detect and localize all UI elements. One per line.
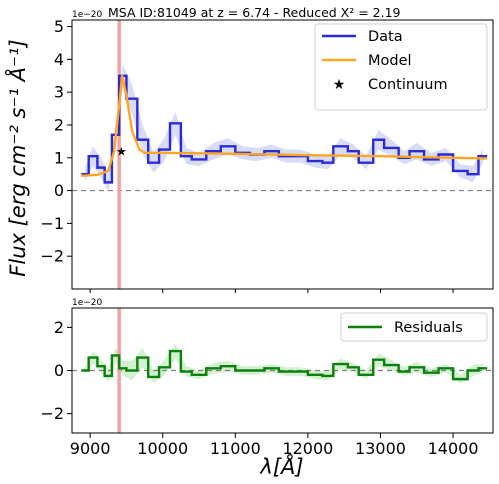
residuals-series-line	[81, 349, 488, 381]
legend-box	[314, 23, 488, 111]
data-error-band	[85, 64, 483, 193]
residual-error-band	[85, 343, 483, 384]
y-tick-label: 3	[54, 83, 64, 102]
y-tick-label: −1	[40, 214, 64, 233]
y-tick-label: 4	[54, 50, 64, 69]
residuals-panel: −2 0 2 9000 10000 11000 12000 13000 14000 Resid…	[40, 307, 494, 458]
y-axis-label: Flux [erg cm⁻² s⁻¹ Å⁻¹]	[4, 39, 30, 276]
y-tick-label: 0	[54, 181, 64, 200]
x-axis-label: λ[Å]	[259, 453, 303, 479]
x-tick-label: 12000	[282, 439, 333, 458]
y-tick-label: −2	[40, 247, 64, 266]
x-tick-label: 9000	[70, 439, 111, 458]
legend-box	[340, 312, 488, 342]
chart-title: MSA ID:81049 at z = 6.74 - Reduced X² = …	[108, 5, 401, 20]
model-series-line	[81, 74, 488, 178]
x-tick-label: 13000	[355, 439, 406, 458]
legend-model-label: Model	[368, 53, 412, 69]
y-tick-label: 5	[54, 17, 64, 36]
legend-continuum-label: Continuum	[368, 77, 448, 93]
bottom-scale-label: 1e−20	[72, 298, 103, 308]
y-tick-label: 2	[54, 318, 64, 337]
residuals-legend: Residuals	[340, 312, 488, 342]
x-tick-label: 10000	[137, 439, 188, 458]
top-scale-label: 1e−20	[72, 10, 103, 20]
spectrum-legend: Data Model ★ Continuum	[314, 23, 488, 111]
spectrum-axes-frame	[71, 19, 494, 290]
x-tick-label: 11000	[210, 439, 261, 458]
legend-data-label: Data	[368, 29, 403, 45]
y-tick-label: 1	[54, 148, 64, 167]
continuum-point-star-icon: ★	[116, 145, 127, 159]
y-tick-label: 0	[54, 361, 64, 380]
legend-residuals-label: Residuals	[394, 320, 463, 336]
y-tick-label: 2	[54, 115, 64, 134]
x-tick-label: 14000	[428, 439, 479, 458]
spectrum-panel: ★ −2 −1 0 1 2 3 4 5 Data Model ★ Continuum	[40, 17, 494, 293]
y-tick-label: −2	[40, 404, 64, 423]
legend-continuum-star-icon: ★	[333, 77, 346, 93]
